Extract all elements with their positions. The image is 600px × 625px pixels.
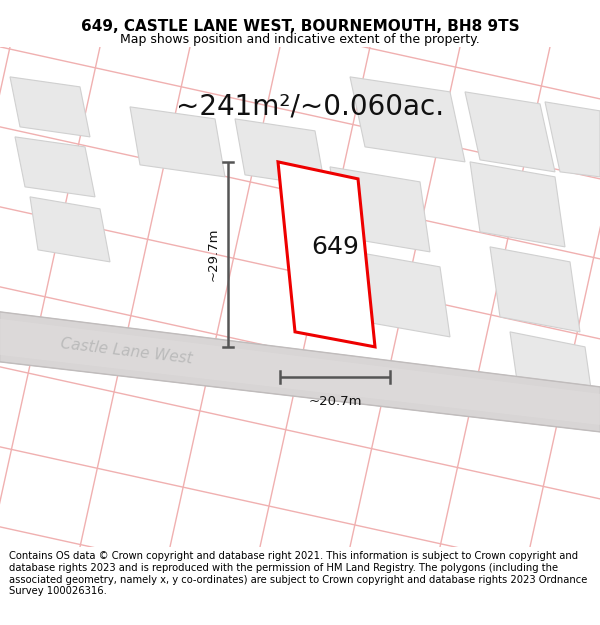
Polygon shape [15, 137, 95, 197]
Polygon shape [30, 197, 110, 262]
Text: 649: 649 [311, 235, 359, 259]
Text: Castle Lane West: Castle Lane West [60, 336, 194, 366]
Text: 649, CASTLE LANE WEST, BOURNEMOUTH, BH8 9TS: 649, CASTLE LANE WEST, BOURNEMOUTH, BH8 … [80, 19, 520, 34]
Polygon shape [490, 247, 580, 332]
Polygon shape [0, 312, 600, 432]
Polygon shape [10, 77, 90, 137]
Polygon shape [465, 92, 555, 172]
Text: ~29.7m: ~29.7m [207, 228, 220, 281]
Text: Contains OS data © Crown copyright and database right 2021. This information is : Contains OS data © Crown copyright and d… [9, 551, 587, 596]
Polygon shape [545, 102, 600, 177]
Polygon shape [0, 319, 600, 425]
Polygon shape [355, 252, 450, 337]
Text: Map shows position and indicative extent of the property.: Map shows position and indicative extent… [120, 33, 480, 46]
Polygon shape [278, 162, 375, 347]
Text: ~20.7m: ~20.7m [308, 395, 362, 408]
Polygon shape [235, 119, 325, 187]
Polygon shape [130, 107, 225, 177]
Polygon shape [470, 162, 565, 247]
Polygon shape [350, 77, 465, 162]
Text: ~241m²/~0.060ac.: ~241m²/~0.060ac. [176, 93, 444, 121]
Polygon shape [510, 332, 595, 417]
Polygon shape [330, 167, 430, 252]
